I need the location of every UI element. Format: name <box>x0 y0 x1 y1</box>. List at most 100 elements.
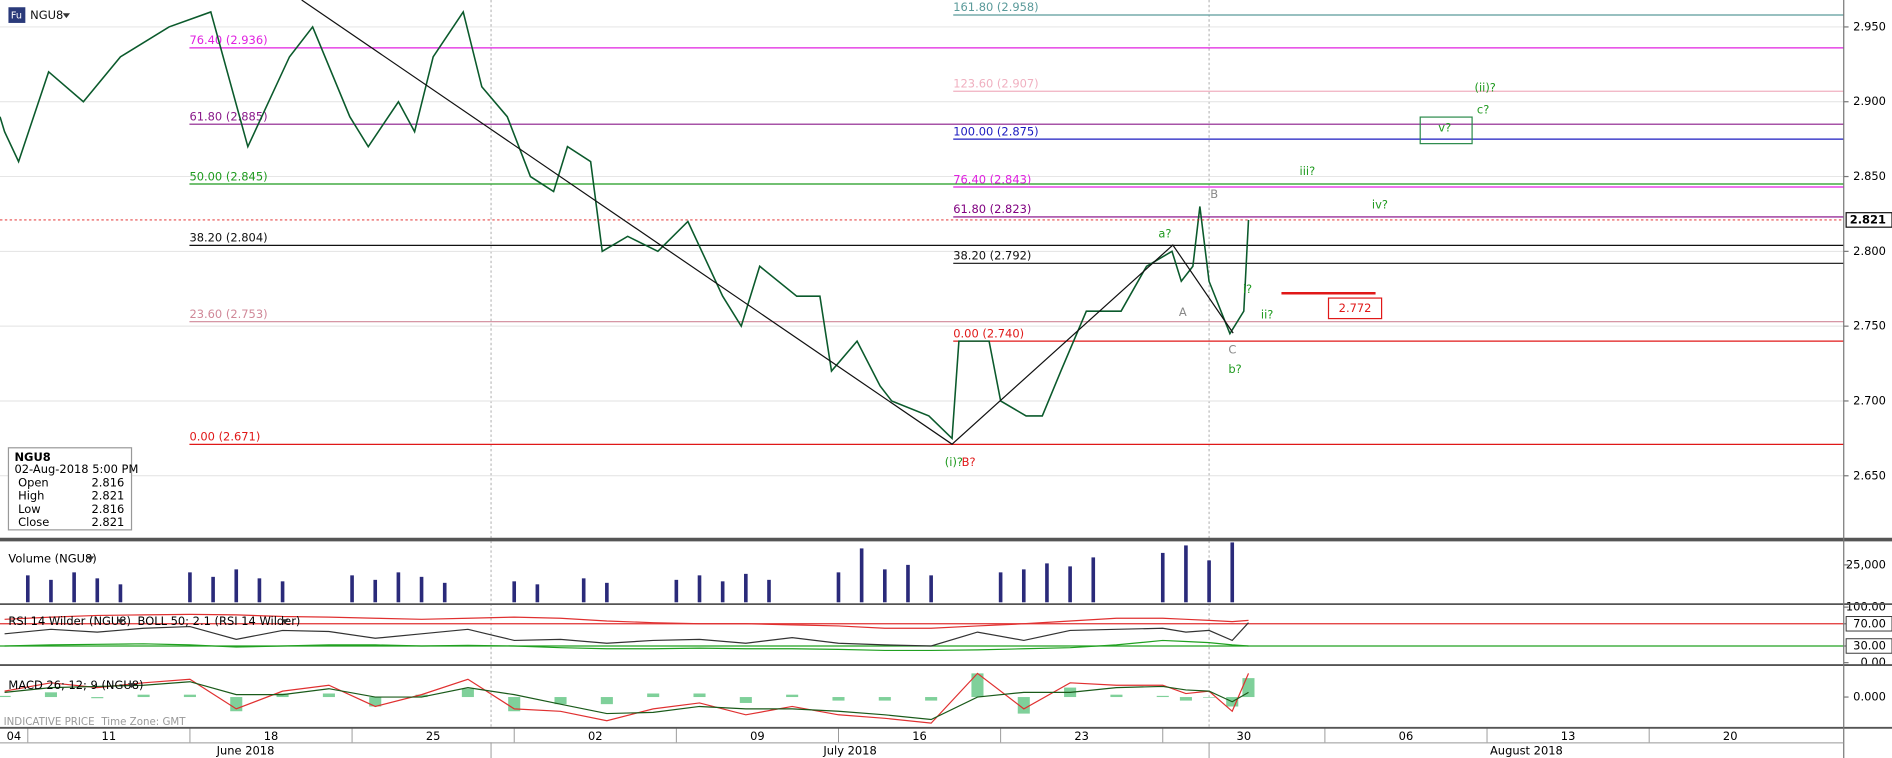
bar <box>1110 694 1123 698</box>
info-datetime: 02-Aug-2018 5:00 PM <box>14 462 138 476</box>
info-value: 2.821 <box>91 489 124 503</box>
bar <box>72 572 76 603</box>
current-price-label: 2.821 <box>1850 212 1886 226</box>
bar <box>925 697 938 701</box>
fib-label: 100.00 (2.875) <box>953 124 1038 138</box>
bar <box>1068 566 1072 603</box>
series-line <box>4 681 1249 721</box>
bar <box>211 576 215 603</box>
bar <box>1207 560 1211 603</box>
current-price-tag <box>1845 212 1892 228</box>
panel-dropdown[interactable] <box>86 556 95 562</box>
bar <box>25 575 30 603</box>
wave-label: c? <box>1477 102 1489 116</box>
y-tick-box <box>1845 616 1892 632</box>
bar <box>581 578 586 603</box>
wave-label: (i)? <box>945 455 963 469</box>
bar <box>882 569 887 603</box>
bar <box>0 695 11 698</box>
bar <box>1017 697 1030 714</box>
bar <box>697 575 702 603</box>
wave-label: ii? <box>1261 308 1273 322</box>
series-line <box>4 613 1249 629</box>
wave-label: iv? <box>1372 198 1388 212</box>
panel-title: MACD 26; 12; 9 (NGU8) <box>8 678 143 692</box>
bar <box>137 694 150 698</box>
bar <box>442 582 447 603</box>
bar <box>1230 542 1235 603</box>
series-line <box>4 639 1249 652</box>
x-tick-label: 23 <box>1074 729 1089 743</box>
bar <box>508 697 521 712</box>
bar <box>1242 678 1255 698</box>
month-label: June 2018 <box>216 743 275 757</box>
x-tick-label: 11 <box>102 729 117 743</box>
x-tick-label: 04 <box>7 729 22 743</box>
x-tick-label: 09 <box>750 729 765 743</box>
y-tick-label: 2.800 <box>1853 244 1886 258</box>
bar <box>971 673 984 698</box>
bar <box>512 581 517 603</box>
y-tick-label: 2.700 <box>1853 393 1886 407</box>
wave-label: (ii)? <box>1475 81 1496 95</box>
bar <box>280 581 285 603</box>
x-tick-label: 02 <box>588 729 603 743</box>
info-key: High <box>18 489 44 503</box>
fib-label: 76.40 (2.936) <box>189 33 267 47</box>
bar <box>1045 563 1049 603</box>
fib-label: 123.60 (2.907) <box>953 77 1038 91</box>
fib-label: 38.20 (2.804) <box>189 231 267 245</box>
series-line <box>4 622 1249 647</box>
wave-label: i? <box>1243 282 1252 296</box>
bar <box>744 573 748 603</box>
y-tick-box <box>1845 638 1892 654</box>
symbol-icon-text: Fu <box>11 11 22 22</box>
bar <box>396 572 401 603</box>
series-line <box>0 10 1250 441</box>
bar <box>188 572 192 603</box>
bar <box>878 697 891 701</box>
x-tick-label: 30 <box>1237 729 1252 743</box>
y-tick-label: 2.950 <box>1853 19 1886 33</box>
fib-label: 76.40 (2.843) <box>953 172 1031 186</box>
info-key: Open <box>18 475 49 489</box>
panel-dropdown[interactable] <box>127 683 136 688</box>
bar <box>276 693 289 698</box>
bar <box>739 697 752 703</box>
y-tick-label: 0.00 <box>1860 655 1886 669</box>
symbol-icon <box>8 7 26 23</box>
symbol-dropdown[interactable] <box>62 13 70 19</box>
bar <box>535 584 540 603</box>
bar <box>998 572 1003 603</box>
wave-label: v? <box>1438 120 1451 134</box>
panel-dropdown[interactable] <box>281 619 289 625</box>
bar <box>605 582 609 603</box>
bar <box>836 572 841 603</box>
bar <box>832 697 845 701</box>
bar <box>1160 552 1165 603</box>
wave-label: B <box>1210 187 1218 201</box>
x-tick-label: 25 <box>426 729 441 743</box>
x-tick-label: 20 <box>1723 729 1738 743</box>
fib-label: 61.80 (2.823) <box>953 202 1031 216</box>
y-tick-label: 2.850 <box>1853 169 1886 183</box>
panel-title: BOLL 50; 2.1 (RSI 14 Wilder) <box>138 614 301 628</box>
wave-label: A <box>1179 305 1187 319</box>
bar <box>373 579 378 603</box>
y-tick-label: 2.650 <box>1853 468 1886 482</box>
fib-label: 161.80 (2.958) <box>953 0 1038 14</box>
month-label: August 2018 <box>1490 743 1563 757</box>
bar <box>1021 569 1026 603</box>
fib-label: 50.00 (2.845) <box>189 169 267 183</box>
panel-title: RSI 14 Wilder (NGU8) <box>8 614 131 628</box>
info-value: 2.816 <box>91 475 124 489</box>
panel-dropdown[interactable] <box>117 619 125 625</box>
info-value: 2.816 <box>91 502 124 516</box>
x-tick-label: 06 <box>1399 729 1414 743</box>
bar <box>234 569 239 603</box>
info-key: Close <box>18 515 49 529</box>
bar <box>419 576 424 603</box>
bar <box>720 581 725 603</box>
